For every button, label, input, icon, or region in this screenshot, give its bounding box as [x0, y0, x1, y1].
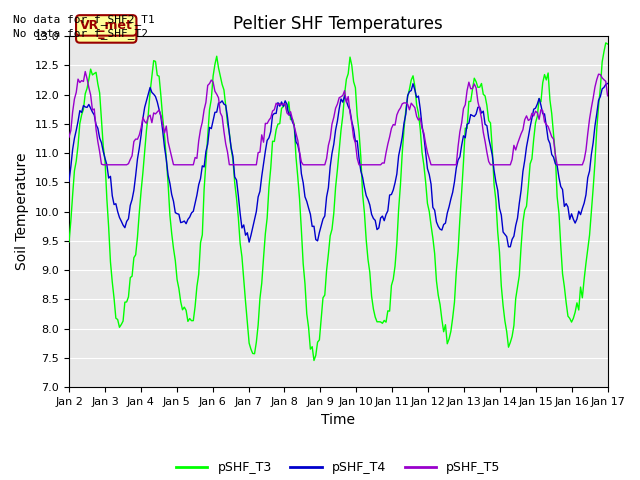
Y-axis label: Soil Temperature: Soil Temperature [15, 153, 29, 270]
Text: VR_met: VR_met [80, 19, 132, 32]
Text: No data for f_SHF_T2: No data for f_SHF_T2 [13, 28, 148, 39]
Text: No data for f_SHF2_T1: No data for f_SHF2_T1 [13, 13, 154, 24]
Text: VR_met: VR_met [80, 26, 132, 39]
Title: Peltier SHF Temperatures: Peltier SHF Temperatures [234, 15, 443, 33]
Legend: pSHF_T3, pSHF_T4, pSHF_T5: pSHF_T3, pSHF_T4, pSHF_T5 [172, 456, 506, 480]
X-axis label: Time: Time [321, 413, 355, 427]
